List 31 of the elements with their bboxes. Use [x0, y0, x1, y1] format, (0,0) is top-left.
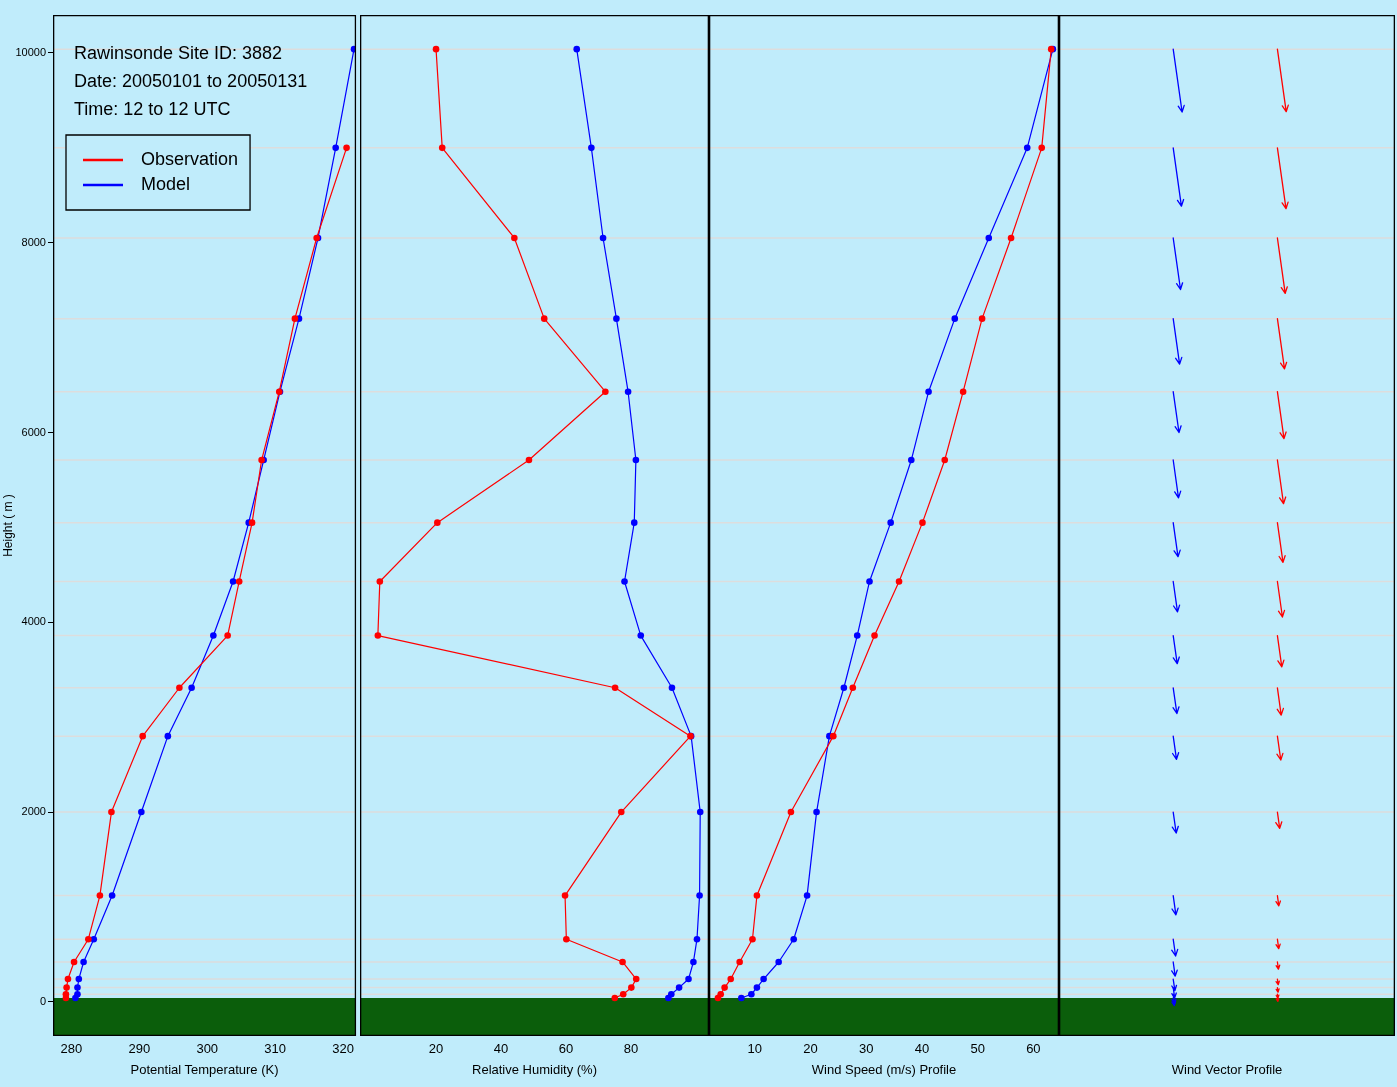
legend-label: Observation	[141, 148, 239, 169]
x-tick-label: 60	[558, 1041, 574, 1057]
x-tick-label: 60	[1026, 1041, 1041, 1057]
y-tick-label: 4000	[21, 615, 46, 628]
annotation: Rawinsonde Site ID: 3882	[74, 43, 283, 63]
x-tick-label: 80	[623, 1041, 639, 1057]
x-tick-label: 50	[970, 1041, 985, 1057]
x-tick-label: 320	[332, 1041, 355, 1057]
y-tick-label: 2000	[21, 805, 46, 818]
x-tick-label: 40	[493, 1041, 509, 1057]
x-tick-label: 10	[747, 1041, 762, 1057]
y-tick-label: 6000	[21, 425, 46, 438]
legend-label: Model	[141, 173, 191, 194]
y-tick-label: 0	[39, 994, 46, 1007]
y-tick-label: 8000	[21, 235, 46, 248]
annotation: Date: 20050101 to 20050131	[74, 71, 308, 91]
x-tick-label: 20	[428, 1041, 444, 1057]
x-tick-label: 40	[914, 1041, 930, 1057]
x-tick-label: 30	[858, 1041, 874, 1057]
x-axis-title: Wind Speed (m/s) Profile	[811, 1061, 957, 1077]
text: Wind Vector Profile	[1171, 1061, 1283, 1077]
x-tick-label: 300	[196, 1041, 219, 1057]
annotation: Time: 12 to 12 UTC	[74, 99, 231, 119]
y-axis-title: Height ( m )	[0, 494, 15, 557]
x-tick-label: 290	[128, 1041, 151, 1057]
x-tick-label: 20	[803, 1041, 818, 1057]
x-axis-title: Relative Humidity (%)	[472, 1061, 597, 1077]
x-tick-label: 280	[60, 1041, 83, 1057]
y-tick-label: 10000	[15, 45, 46, 58]
x-axis-title: Potential Temperature (K)	[130, 1061, 279, 1077]
x-tick-label: 310	[264, 1041, 287, 1057]
